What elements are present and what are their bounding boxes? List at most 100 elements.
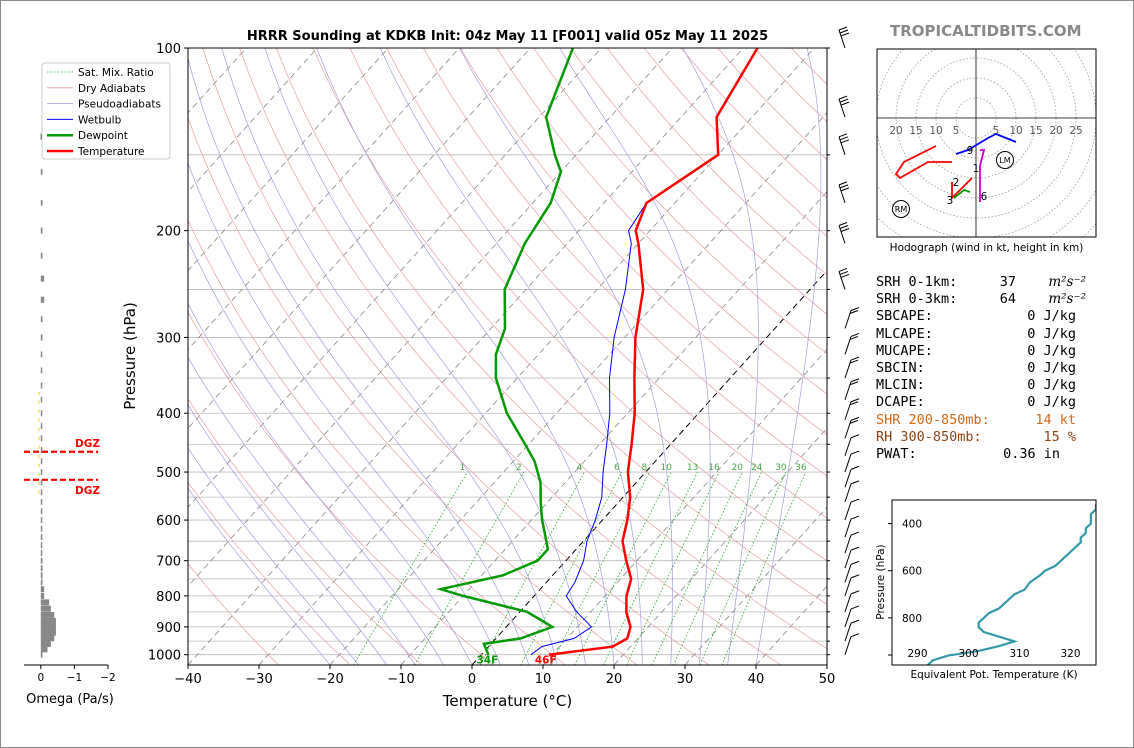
omega-panel: DGZ DGZ 0 −1 −2 Omega (Pa/s)	[24, 133, 116, 707]
wind-barb-flag	[850, 590, 860, 595]
omega-bar	[40, 557, 43, 564]
pseudoadiabat	[188, 356, 416, 665]
wind-barb	[844, 622, 852, 642]
omega-bar	[40, 316, 43, 323]
hodograph-height-label: 6	[981, 191, 988, 203]
mixing-ratio-label: 10	[661, 463, 673, 473]
hodograph-ring-label: 5	[993, 125, 1000, 137]
dry-adiabat	[188, 219, 566, 665]
isotherm	[188, 48, 389, 272]
isotherm	[542, 348, 827, 665]
dry-adiabat	[188, 481, 351, 665]
wetbulb-line	[530, 48, 758, 656]
y-tick-label: 1000	[148, 649, 181, 664]
omega-bar	[40, 572, 43, 579]
omega-bar	[40, 252, 43, 259]
dry-adiabat	[312, 48, 827, 605]
dry-adiabat	[828, 48, 1134, 665]
y-tick-label: 300	[156, 331, 181, 346]
y-tick-label: 500	[156, 466, 181, 481]
dry-adiabat	[386, 48, 827, 519]
omega-bar	[40, 479, 43, 486]
x-tick-label: −20	[316, 672, 343, 687]
mixing-ratio-line	[574, 471, 672, 665]
theta-e-line	[926, 503, 1096, 665]
pseudoadiabat	[264, 48, 586, 665]
theta-e-x-tick-label: 310	[1009, 648, 1029, 660]
hodograph-ring-label: 15	[1029, 125, 1042, 137]
x-tick-label: 0	[468, 672, 476, 687]
hodograph-ring-label: 10	[929, 125, 942, 137]
wind-barb-flag	[850, 531, 860, 536]
wind-barb	[844, 577, 852, 597]
dry-adiabat	[188, 398, 423, 665]
omega-bar	[40, 227, 43, 234]
omega-bar	[40, 542, 43, 549]
wind-barb-flag	[850, 605, 860, 610]
wind-barb-flag	[840, 101, 850, 106]
dry-adiabat	[496, 48, 827, 395]
isotherm	[188, 48, 318, 193]
wind-barb-flag	[850, 498, 860, 503]
y-tick-label: 400	[156, 407, 181, 422]
omega-bar	[40, 635, 55, 642]
wind-barb-flag	[850, 574, 860, 579]
x-tick-label: 30	[677, 672, 694, 687]
omega-bar	[40, 646, 48, 653]
legend-entry: Dewpoint	[78, 130, 128, 142]
theta-e-y-tick-label: 400	[902, 519, 922, 531]
wind-barb-flag	[850, 398, 860, 403]
wind-barb-flag	[840, 273, 850, 278]
hodograph-trace	[894, 145, 937, 179]
omega-bar	[40, 447, 43, 454]
hodograph-trace	[979, 149, 986, 202]
y-axis-label: Pressure (hPa)	[121, 302, 139, 410]
pseudoadiabat	[188, 447, 359, 665]
theta-e-y-label: Pressure (hPa)	[875, 544, 887, 619]
dry-adiabat	[188, 311, 495, 665]
wind-barb	[844, 469, 852, 488]
wind-barb-flag	[849, 335, 859, 340]
omega-bar	[40, 410, 43, 417]
omega-bar	[40, 640, 51, 647]
mixing-ratio-line	[721, 471, 807, 665]
hodograph-ring	[1082, 223, 1096, 237]
mixing-ratio-line	[626, 471, 720, 665]
index-value: 0.36 in	[1003, 446, 1060, 462]
hodograph-ring-label: 20	[889, 125, 902, 137]
isotherm	[0, 48, 33, 665]
pseudoadiabat	[188, 302, 444, 665]
skewt-plot-area	[0, 48, 1134, 665]
surface-temperature-label: 46F	[535, 655, 557, 667]
omega-bar	[40, 367, 43, 374]
wind-barb-flag	[850, 465, 860, 470]
mixing-ratio-label: 4	[577, 463, 583, 473]
x-tick-label: 10	[535, 672, 552, 687]
hodograph-height-label: 2	[953, 177, 960, 189]
wind-barb-flag	[849, 310, 859, 314]
storm-motion-label: RM	[895, 205, 908, 214]
omega-bar	[40, 651, 43, 658]
omega-bar	[40, 489, 43, 496]
theta-e-frame	[891, 499, 1097, 666]
wind-barb-flag	[838, 26, 848, 31]
omega-bar	[40, 525, 43, 532]
wind-barb	[844, 636, 852, 655]
hodograph-area: 20 15 10 5 5 10 15 20 25 1 2 3 6 9 LM RM	[877, 49, 1096, 237]
x-axis-label: Temperature (°C)	[442, 692, 572, 710]
omega-bar	[40, 275, 45, 282]
omega-bar	[40, 351, 43, 358]
omega-bar	[40, 168, 43, 175]
hodograph-height-label: 3	[947, 195, 954, 207]
storm-motion-label: LM	[999, 156, 1010, 165]
index-label: SBCAPE:	[876, 308, 933, 325]
dry-adiabat	[790, 48, 827, 85]
index-value: 64	[999, 291, 1016, 308]
wind-barb-flag	[850, 515, 860, 520]
dry-adiabat	[188, 563, 279, 665]
dry-adiabat	[459, 48, 827, 436]
wind-barb-flag	[840, 139, 850, 144]
dry-adiabat	[188, 116, 638, 665]
omega-bar	[40, 435, 43, 442]
index-label: DCAPE:	[876, 394, 925, 411]
